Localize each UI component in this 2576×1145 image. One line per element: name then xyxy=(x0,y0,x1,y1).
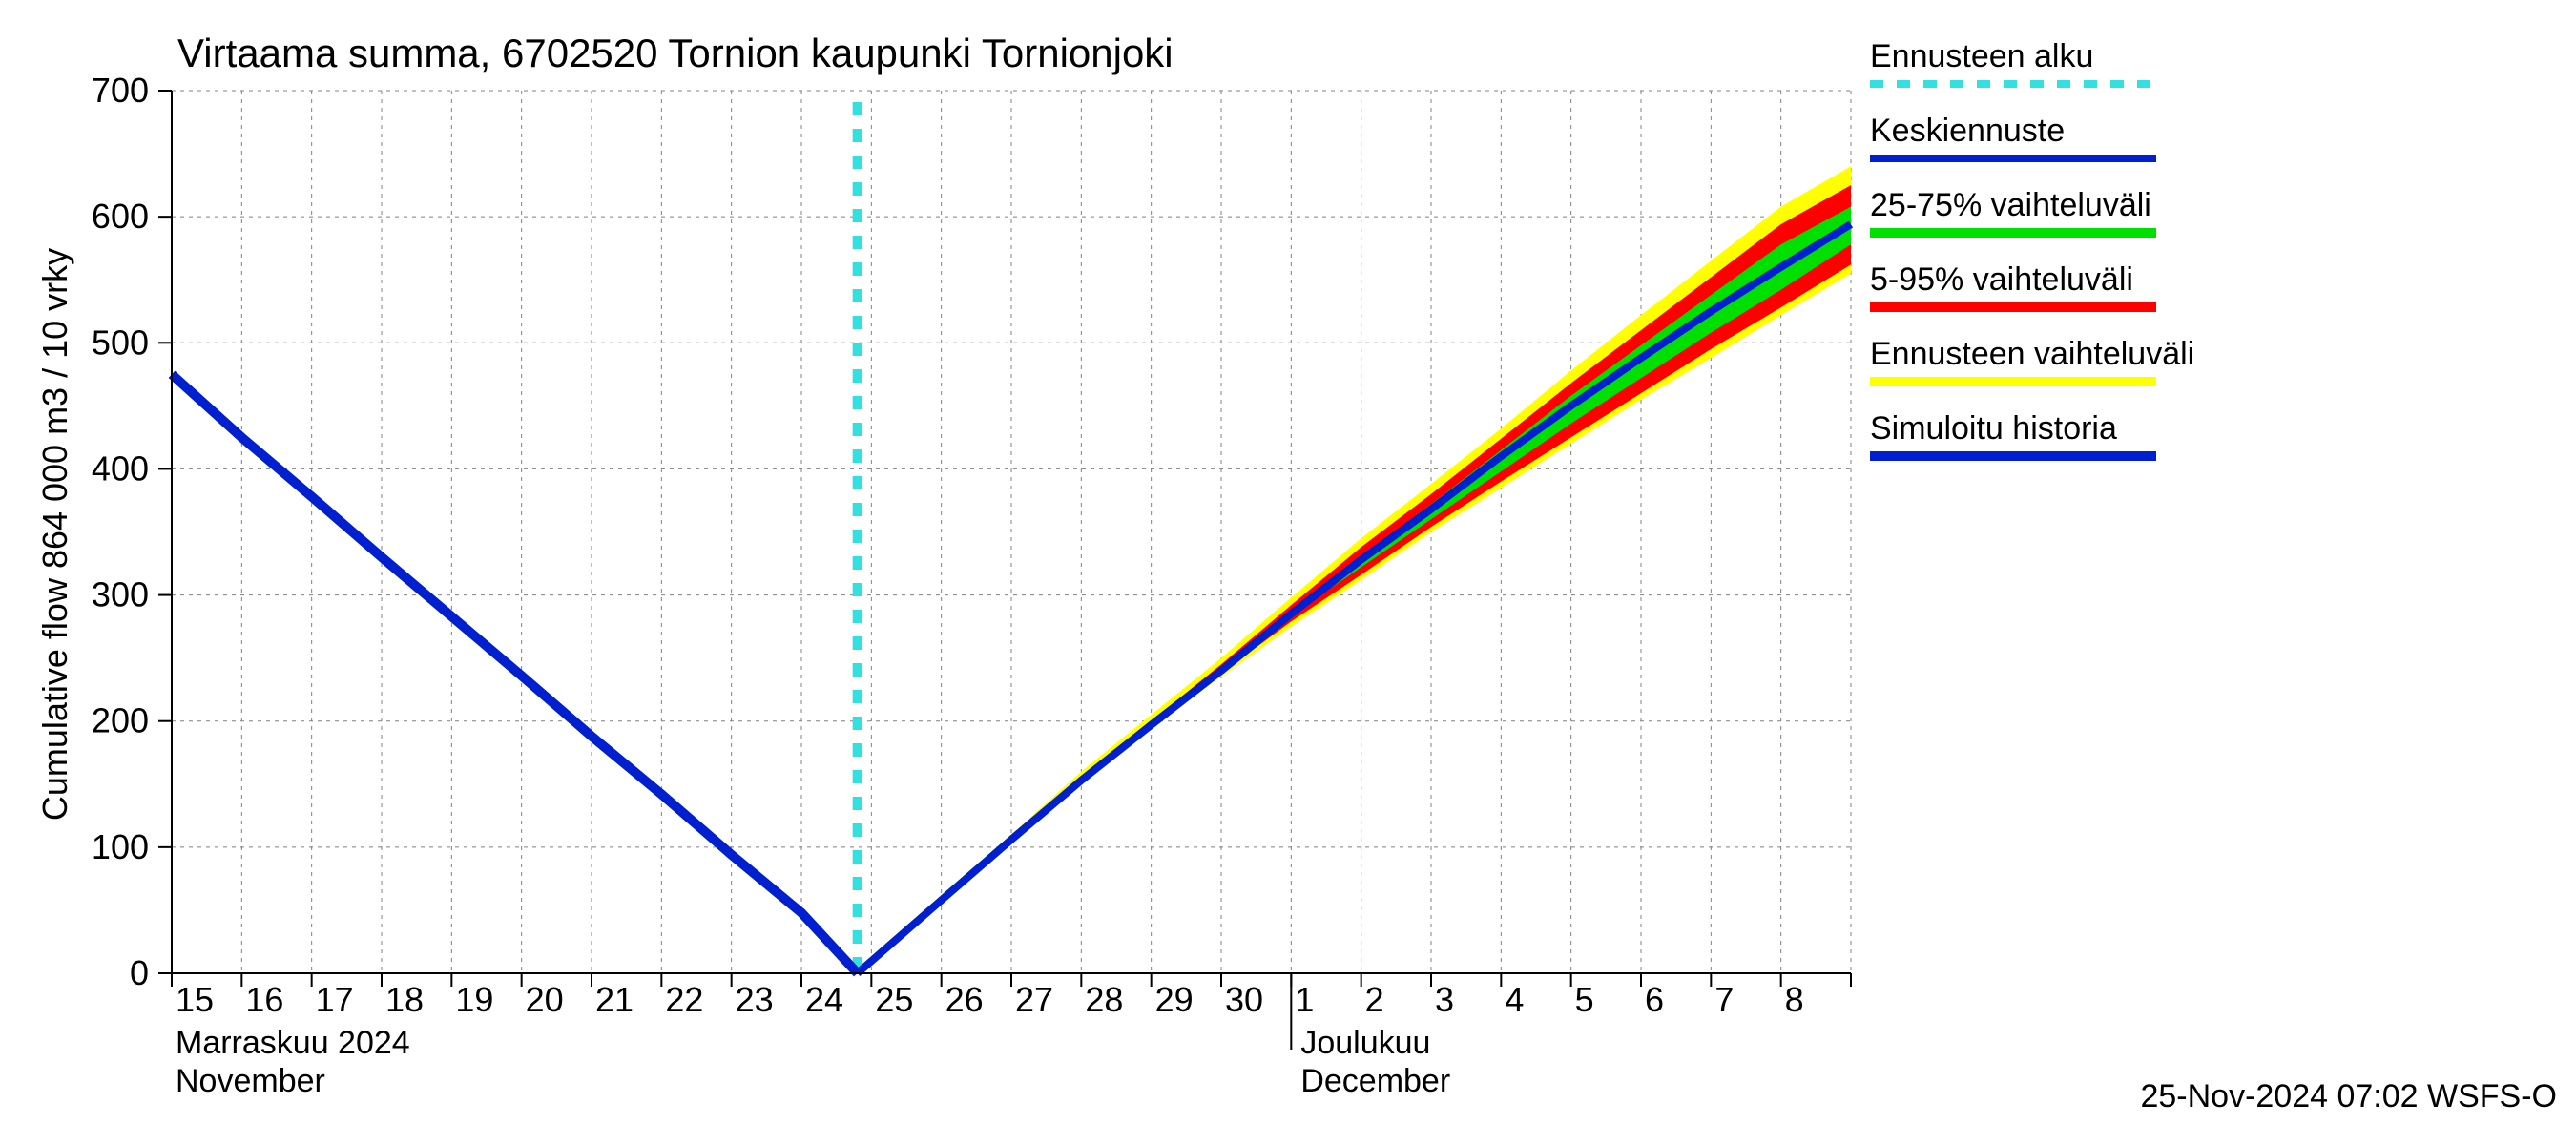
x-tick-label: 16 xyxy=(245,980,283,1019)
y-tick-label: 0 xyxy=(130,953,149,992)
x-tick-label: 26 xyxy=(945,980,984,1019)
y-tick-label: 400 xyxy=(92,448,149,488)
month1-fi-label: Marraskuu 2024 xyxy=(176,1025,410,1061)
y-tick-label: 300 xyxy=(92,575,149,614)
x-tick-label: 18 xyxy=(385,980,424,1019)
x-tick-label: 23 xyxy=(736,980,774,1019)
x-tick-label: 6 xyxy=(1645,980,1664,1019)
legend-label: 25-75% vaihteluväli xyxy=(1870,187,2151,223)
x-tick-label: 20 xyxy=(526,980,564,1019)
chart-title: Virtaama summa, 6702520 Tornion kaupunki… xyxy=(177,31,1174,75)
x-tick-label: 25 xyxy=(875,980,913,1019)
x-tick-label: 1 xyxy=(1295,980,1314,1019)
x-tick-label: 17 xyxy=(316,980,354,1019)
legend-label: Ennusteen alku xyxy=(1870,38,2093,74)
x-tick-label: 29 xyxy=(1155,980,1194,1019)
x-tick-label: 21 xyxy=(595,980,634,1019)
x-tick-label: 3 xyxy=(1435,980,1454,1019)
x-tick-label: 2 xyxy=(1365,980,1384,1019)
legend-label: Simuloitu historia xyxy=(1870,410,2117,447)
month1-en-label: November xyxy=(176,1063,325,1099)
y-tick-label: 100 xyxy=(92,827,149,866)
y-axis-title: Cumulative flow 864 000 m3 / 10 vrky xyxy=(35,248,74,821)
footer-timestamp: 25-Nov-2024 07:02 WSFS-O xyxy=(2140,1078,2557,1114)
y-tick-label: 700 xyxy=(92,71,149,110)
y-tick-label: 600 xyxy=(92,197,149,236)
x-tick-label: 27 xyxy=(1015,980,1053,1019)
month2-en-label: December xyxy=(1300,1063,1450,1099)
legend-label: Keskiennuste xyxy=(1870,113,2065,149)
y-tick-label: 500 xyxy=(92,323,149,362)
x-tick-label: 24 xyxy=(805,980,843,1019)
x-tick-label: 15 xyxy=(176,980,214,1019)
x-tick-label: 19 xyxy=(455,980,493,1019)
x-tick-label: 22 xyxy=(665,980,703,1019)
y-tick-label: 200 xyxy=(92,701,149,740)
legend-label: Ennusteen vaihteluväli xyxy=(1870,336,2194,372)
x-tick-label: 7 xyxy=(1714,980,1734,1019)
x-tick-label: 5 xyxy=(1575,980,1594,1019)
chart-container: 0100200300400500600700151617181920212223… xyxy=(0,0,2576,1145)
legend-label: 5-95% vaihteluväli xyxy=(1870,261,2133,298)
chart-svg: 0100200300400500600700151617181920212223… xyxy=(0,0,2576,1145)
x-tick-label: 30 xyxy=(1225,980,1263,1019)
x-tick-label: 8 xyxy=(1785,980,1804,1019)
month2-fi-label: Joulukuu xyxy=(1300,1025,1430,1061)
x-tick-label: 4 xyxy=(1505,980,1524,1019)
x-tick-label: 28 xyxy=(1085,980,1123,1019)
